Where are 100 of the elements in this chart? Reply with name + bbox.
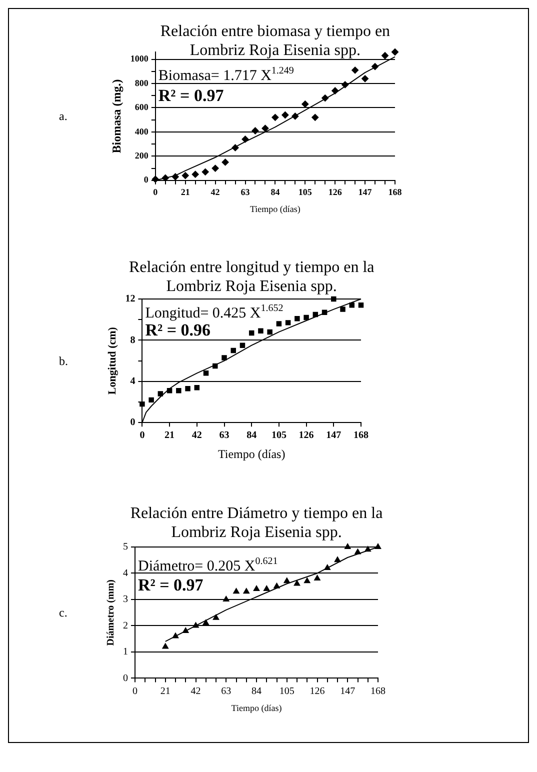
x-tick-label: 63 bbox=[219, 430, 230, 442]
point bbox=[166, 388, 172, 394]
point bbox=[212, 363, 218, 369]
x-tick-label: 42 bbox=[210, 187, 220, 198]
point bbox=[253, 585, 260, 591]
y-tick-label: 3 bbox=[123, 594, 128, 606]
x-tick-label: 42 bbox=[190, 686, 201, 697]
chart-title: Relación entre biomasa y tiempo en Lombriz Roja Eisenia spp. bbox=[160, 23, 390, 59]
y-tick-label: 2 bbox=[123, 620, 128, 632]
x-tick-label: 168 bbox=[388, 187, 402, 198]
point bbox=[334, 556, 341, 562]
point bbox=[242, 136, 249, 143]
y-tick-label: 600 bbox=[134, 102, 149, 112]
point bbox=[243, 588, 250, 594]
point bbox=[322, 94, 329, 102]
point bbox=[222, 355, 227, 360]
point bbox=[203, 370, 209, 376]
y-tick-label: 1000 bbox=[130, 54, 149, 64]
x-tick-label: 147 bbox=[326, 430, 342, 442]
y-axis-title: Diámetro (mm) bbox=[106, 580, 117, 646]
point bbox=[230, 348, 236, 354]
text: b. bbox=[59, 354, 68, 368]
point bbox=[192, 622, 199, 628]
point bbox=[233, 588, 240, 594]
x-tick-label: 84 bbox=[270, 187, 280, 198]
y-tick-label: 12 bbox=[125, 294, 136, 305]
point bbox=[162, 174, 169, 182]
point bbox=[282, 111, 289, 118]
point bbox=[285, 320, 291, 326]
point bbox=[314, 574, 320, 580]
point bbox=[172, 632, 179, 638]
x-tick-label: 0 bbox=[153, 187, 158, 198]
point bbox=[344, 544, 351, 549]
x-tick-label: 42 bbox=[192, 430, 202, 442]
point bbox=[222, 158, 229, 166]
point bbox=[258, 328, 264, 334]
point bbox=[392, 48, 398, 56]
point bbox=[276, 321, 282, 326]
point bbox=[252, 127, 259, 134]
text: a. bbox=[59, 109, 68, 124]
x-tick-label: 21 bbox=[180, 187, 190, 198]
x-tick-label: 147 bbox=[340, 686, 356, 697]
point bbox=[240, 342, 246, 348]
point bbox=[304, 314, 309, 320]
y-tick-label: 0 bbox=[130, 417, 136, 428]
x-tick-label: 105 bbox=[271, 430, 286, 442]
y-axis-title: Longitud (cm) bbox=[106, 326, 118, 395]
y-axis-title: Biomasa (mg.) bbox=[109, 79, 124, 154]
point bbox=[232, 144, 239, 152]
point bbox=[202, 168, 209, 176]
y-tick-label: 4 bbox=[123, 568, 128, 579]
point bbox=[382, 52, 389, 60]
point bbox=[342, 81, 349, 88]
point bbox=[140, 401, 145, 407]
point bbox=[324, 564, 330, 570]
point bbox=[302, 100, 309, 108]
point bbox=[264, 585, 270, 591]
x-tick-label: 105 bbox=[279, 686, 294, 697]
point bbox=[194, 384, 200, 390]
y-tick-label: 0 bbox=[144, 174, 149, 185]
point bbox=[340, 306, 346, 312]
point bbox=[158, 391, 164, 396]
x-tick-label: 126 bbox=[328, 187, 342, 198]
x-tick-label: 84 bbox=[252, 686, 262, 697]
point bbox=[212, 164, 219, 172]
annotation: R² = 0.96 bbox=[145, 320, 211, 340]
x-tick-label: 21 bbox=[160, 686, 170, 697]
x-axis-title: Tiempo (días) bbox=[231, 702, 282, 713]
y-tick-label: 0 bbox=[123, 672, 128, 684]
point bbox=[292, 112, 299, 120]
y-tick-label: 4 bbox=[130, 376, 136, 387]
point bbox=[284, 578, 290, 584]
x-tick-label: 63 bbox=[221, 686, 232, 697]
x-axis-title: Tiempo (días) bbox=[218, 446, 286, 461]
point bbox=[185, 386, 190, 392]
point bbox=[274, 582, 280, 588]
x-tick-label: 168 bbox=[370, 686, 386, 697]
point bbox=[148, 397, 154, 403]
x-tick-label: 147 bbox=[358, 187, 372, 198]
x-tick-label: 126 bbox=[310, 686, 325, 697]
x-axis-title: Tiempo (días) bbox=[250, 204, 300, 214]
point bbox=[182, 172, 189, 180]
annotation: R² = 0.97 bbox=[158, 86, 224, 106]
y-tick-label: 8 bbox=[130, 334, 136, 346]
point bbox=[374, 544, 382, 549]
x-tick-label: 21 bbox=[164, 430, 175, 442]
point bbox=[176, 388, 182, 394]
x-tick-label: 63 bbox=[240, 187, 250, 198]
point bbox=[172, 173, 179, 180]
y-tick-label: 1 bbox=[123, 646, 128, 658]
point bbox=[372, 63, 379, 70]
point bbox=[332, 87, 339, 94]
point bbox=[358, 302, 364, 308]
x-tick-label: 84 bbox=[246, 430, 257, 442]
point bbox=[312, 114, 319, 121]
chart-title: Relación entre longitud y tiempo en la Lombriz Roja Eisenia spp. bbox=[128, 259, 374, 295]
point bbox=[152, 176, 159, 183]
x-tick-label: 168 bbox=[354, 430, 368, 442]
point bbox=[312, 312, 318, 318]
text: c. bbox=[59, 606, 68, 620]
